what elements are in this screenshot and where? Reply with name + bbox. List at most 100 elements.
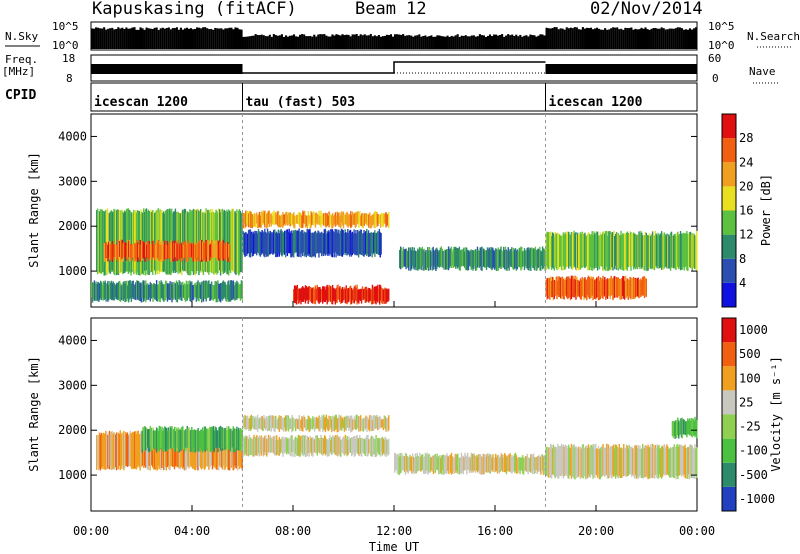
heatmap-cell xyxy=(306,419,309,430)
heatmap-cell xyxy=(245,435,247,454)
heatmap-cell xyxy=(313,211,315,226)
heatmap-cell xyxy=(502,457,504,473)
heatmap-cell xyxy=(362,215,365,229)
heatmap-cell xyxy=(230,280,233,301)
heatmap-cell xyxy=(354,438,356,456)
nsky-bar xyxy=(410,35,413,49)
heatmap-cell xyxy=(341,286,344,303)
nsky-bar xyxy=(622,29,625,49)
heatmap-cell xyxy=(523,248,526,271)
heatmap-cell xyxy=(103,433,105,470)
heatmap-cell xyxy=(640,278,642,297)
heatmap-cell xyxy=(465,455,467,471)
heatmap-cell xyxy=(609,278,611,299)
heatmap-cell xyxy=(160,429,162,448)
heatmap-cell xyxy=(477,453,480,471)
heatmap-cell xyxy=(517,457,519,474)
heatmap-cell xyxy=(134,431,136,469)
heatmap-cell xyxy=(681,417,684,439)
heatmap-cell xyxy=(577,448,579,478)
nsky-bar xyxy=(640,27,643,49)
heatmap-cell xyxy=(194,282,197,298)
heatmap-cell xyxy=(646,234,648,272)
heatmap-cell xyxy=(319,215,321,226)
heatmap-cell xyxy=(205,280,207,302)
heatmap-cell xyxy=(180,243,182,263)
heatmap-cell xyxy=(580,279,583,300)
heatmap-cell xyxy=(458,246,461,271)
heatmap-cell xyxy=(224,427,226,450)
heatmap-cell xyxy=(678,233,681,268)
heatmap-cell xyxy=(638,231,640,268)
heatmap-cell xyxy=(197,280,199,301)
heatmap-cell xyxy=(209,212,211,272)
heatmap-cell xyxy=(191,426,193,451)
heatmap-cell xyxy=(655,233,657,267)
heatmap-cell xyxy=(331,288,333,305)
heatmap-cell xyxy=(460,250,462,267)
nsky-bar xyxy=(375,36,378,49)
heatmap-cell xyxy=(375,232,378,254)
heatmap-cell xyxy=(430,456,433,471)
heatmap-cell xyxy=(159,209,161,272)
heatmap-cell xyxy=(308,285,310,300)
heatmap-cell xyxy=(306,287,308,300)
heatmap-cell xyxy=(149,282,152,302)
nsky-bar xyxy=(474,36,477,49)
heatmap-cell xyxy=(349,418,351,428)
heatmap-cell xyxy=(579,447,582,480)
heatmap-cell xyxy=(331,229,334,258)
heatmap-cell xyxy=(441,248,443,267)
x-tick-label: 04:00 xyxy=(174,524,210,538)
heatmap-cell xyxy=(597,235,600,267)
heatmap-cell xyxy=(101,285,104,299)
heatmap-cell xyxy=(274,232,277,258)
heatmap-cell xyxy=(203,281,206,299)
heatmap-cell xyxy=(386,439,388,454)
colorbar-swatch xyxy=(722,438,736,463)
heatmap-cell xyxy=(268,436,271,453)
heatmap-cell xyxy=(202,280,205,302)
heatmap-cell xyxy=(661,235,664,268)
nsky-bar xyxy=(644,27,647,49)
heatmap-cell xyxy=(333,416,336,432)
heatmap-cell xyxy=(656,444,658,475)
nsky-bar xyxy=(604,28,607,49)
nsky-bar xyxy=(561,28,564,49)
heatmap-cell xyxy=(532,248,535,269)
heatmap-cell xyxy=(545,446,547,476)
heatmap-cell xyxy=(343,232,345,254)
nsky-bar xyxy=(117,27,120,49)
heatmap-cell xyxy=(603,230,605,271)
heatmap-cell xyxy=(249,211,252,228)
nsky-bar xyxy=(187,28,191,49)
heatmap-cell xyxy=(363,230,365,257)
heatmap-cell xyxy=(421,454,423,471)
heatmap-cell xyxy=(577,446,580,477)
heatmap-cell xyxy=(381,288,384,305)
heatmap-cell xyxy=(573,278,575,298)
heatmap-cell xyxy=(447,246,450,271)
heatmap-cell xyxy=(182,209,185,272)
heatmap-cell xyxy=(687,447,690,475)
heatmap-cell xyxy=(536,249,538,271)
heatmap-cell xyxy=(625,232,628,270)
heatmap-cell xyxy=(177,240,179,260)
heatmap-cell xyxy=(641,448,643,479)
velocity-colorbar-label: Velocity [m s⁻¹] xyxy=(769,356,783,472)
heatmap-cell xyxy=(294,419,296,428)
heatmap-cell xyxy=(510,248,512,268)
nsky-bar xyxy=(589,27,593,49)
heatmap-cell xyxy=(165,210,168,275)
heatmap-cell xyxy=(332,436,335,453)
heatmap-cell xyxy=(331,435,334,454)
heatmap-cell xyxy=(632,448,635,476)
nsky-bar xyxy=(545,27,548,49)
heatmap-cell xyxy=(341,437,344,453)
heatmap-cell xyxy=(562,444,565,479)
heatmap-cell xyxy=(314,419,317,430)
heatmap-cell xyxy=(635,278,638,298)
heatmap-cell xyxy=(179,243,181,260)
nsky-bar xyxy=(234,27,237,49)
heatmap-cell xyxy=(348,436,350,453)
